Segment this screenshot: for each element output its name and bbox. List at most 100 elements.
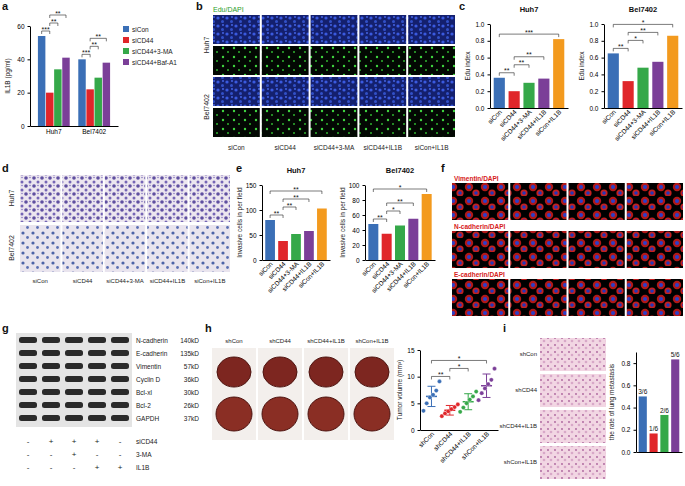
y-tick-mark [602, 24, 605, 25]
significance-label: * [392, 206, 395, 213]
point [474, 390, 478, 394]
y-axis-line [420, 351, 421, 431]
annotations: ****** [613, 19, 672, 52]
y-tick: 150 [246, 182, 262, 189]
significance-label: *** [82, 49, 90, 56]
edu-image [408, 108, 455, 137]
point [434, 388, 438, 392]
y-tick: 15 [407, 347, 420, 354]
y-tick: 60 [17, 23, 30, 30]
y-tick-label: 0.6 [621, 382, 630, 389]
chart: 0.00.20.40.60.81.0siConsiCD44siCD44+3-MA… [578, 5, 683, 142]
y-tick: 0 [21, 123, 30, 130]
y-tick: 60 [352, 212, 365, 219]
chart: 0.00.20.40.60.83/61/62/65/6the rate of l… [608, 351, 683, 455]
y-tick: 20 [352, 242, 365, 249]
y-tick-label: 15 [407, 347, 415, 354]
x-tick: shCon+IL1B [460, 430, 490, 460]
column-label: siCon [33, 278, 48, 284]
blot-band [65, 337, 83, 343]
y-tick: 0 [411, 427, 420, 434]
row-label: shCD44 [515, 387, 537, 393]
figure-container: abcdefghi0204060Huh7Bel7402siConsiCD44si… [0, 0, 685, 486]
blot-band [65, 402, 83, 408]
tumor-photo [308, 397, 344, 431]
significance-label: ** [91, 41, 97, 48]
bar [538, 79, 549, 108]
x-axis-line [421, 430, 499, 431]
tumor-photo [263, 357, 297, 387]
y-axis: 050100150 [246, 182, 263, 264]
significance-label: ** [274, 210, 280, 217]
photo-background [304, 348, 348, 440]
x-tick-label: shCon+IL1B [460, 430, 490, 460]
column-label: siCD44 [73, 278, 93, 284]
y-tick: 0.4 [621, 404, 636, 411]
transwell-image [62, 225, 102, 272]
bar [86, 89, 93, 126]
condition-sign: - [73, 463, 76, 472]
bar [265, 220, 275, 260]
y-tick-mark [260, 235, 263, 236]
y-tick-mark [418, 403, 421, 404]
x-tick-label: siCon+IL1B [402, 260, 431, 289]
y-axis: 0.00.20.40.60.81.0 [589, 21, 604, 112]
y-tick: 0 [356, 257, 365, 264]
histology-image [540, 338, 606, 371]
transwell-image [20, 175, 60, 222]
y-tick-mark [260, 260, 263, 261]
blot-band [65, 350, 83, 356]
significance-label: ** [287, 202, 293, 209]
chart: 050100150siConsiCD44siCD44+3-MAsiCD44+IL… [236, 166, 331, 294]
blot-band [19, 389, 37, 395]
point [431, 393, 435, 397]
if-image [452, 183, 508, 220]
y-tick: 40 [17, 56, 30, 63]
x-tick: siCon+IL1B [402, 260, 431, 289]
row-label: Bel7402 [8, 235, 15, 261]
significance-label: ** [618, 43, 624, 50]
blot-band [111, 350, 129, 356]
protein-label: GAPDH [136, 415, 159, 422]
x-tick-label: shCD44+IL1B [438, 430, 472, 464]
y-tick-label: 0.2 [475, 88, 484, 95]
dapi-image [408, 15, 455, 44]
blot-band [88, 337, 106, 343]
y-tick-label: 1.0 [589, 21, 598, 28]
chart: 0.00.20.40.60.81.0siConsiCD44siCD44+3-MA… [464, 5, 569, 142]
y-tick-label: 0.8 [621, 360, 630, 367]
group-label: shCD44 [269, 338, 291, 344]
y-tick-label: 0.6 [475, 54, 484, 61]
blot-band [19, 402, 37, 408]
dapi-image [213, 15, 260, 44]
bar [667, 36, 678, 108]
blot-band [111, 376, 129, 382]
y-tick: 0.6 [475, 54, 490, 61]
tumor-photo [217, 357, 251, 387]
condition-sign: + [49, 437, 54, 446]
significance-label: ** [504, 67, 510, 74]
significance-label: ** [397, 198, 403, 205]
x-axis: shConshCD44shCD44+IL1BshCon+IL1B [417, 430, 499, 464]
significance-label: ** [293, 186, 299, 193]
column-label: siCD44 [275, 144, 297, 151]
dapi-image [213, 77, 260, 106]
bar [422, 194, 432, 260]
blot-band [65, 415, 83, 421]
blot-band [111, 337, 129, 343]
data-labels: 3/61/62/65/6 [638, 351, 680, 432]
x-tick-label: siCon+IL1B [297, 260, 326, 289]
y-tick-label: 10 [407, 373, 415, 380]
row-label: Huh7 [203, 37, 210, 54]
significance-label: ** [377, 214, 383, 221]
edu-image [359, 46, 406, 75]
size-label: 57kD [184, 363, 199, 370]
blot-band [65, 363, 83, 369]
y-tick-mark [418, 377, 421, 378]
y-tick-label: 1.0 [475, 21, 484, 28]
y-tick: 40 [352, 227, 365, 234]
y-tick-label: 5 [411, 400, 415, 407]
column-label: siCon+IL1B [415, 144, 449, 151]
y-tick-label: 20 [352, 242, 360, 249]
bar [650, 433, 658, 452]
